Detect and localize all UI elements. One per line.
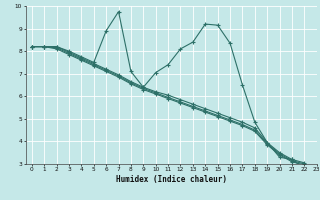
- X-axis label: Humidex (Indice chaleur): Humidex (Indice chaleur): [116, 175, 227, 184]
